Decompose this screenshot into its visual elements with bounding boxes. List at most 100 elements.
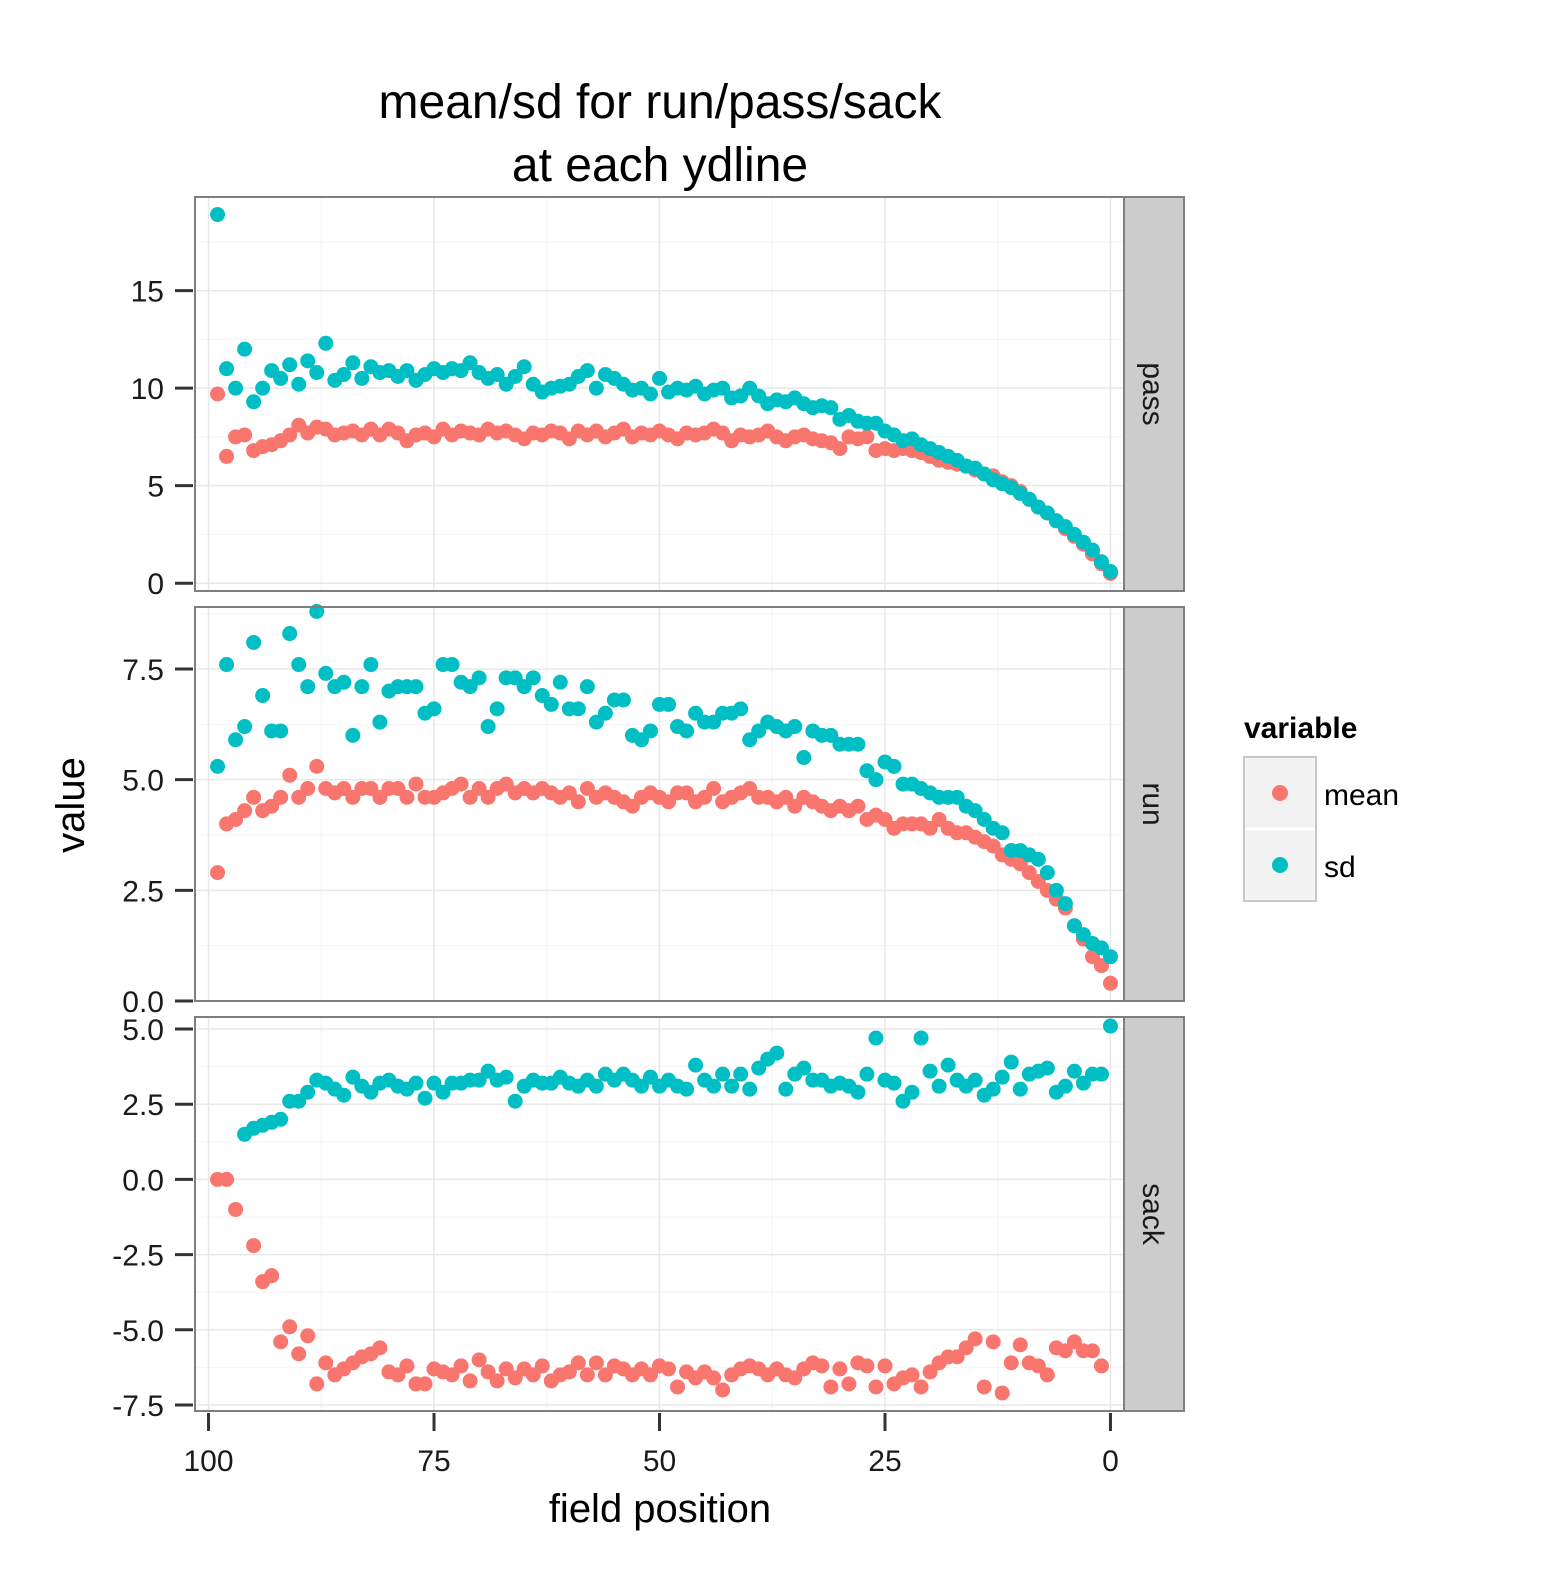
data-point-run-sd <box>345 727 361 743</box>
panel-sack: -7.5 -5.0 -2.5 0.0 2.5 5.0 sack <box>112 1014 1185 1423</box>
data-point-sack-mean <box>372 1340 388 1356</box>
data-point-pass-sd <box>309 365 325 381</box>
data-point-sack-mean <box>300 1328 316 1344</box>
data-point-pass-sd <box>345 355 361 371</box>
data-point-run-sd <box>787 719 803 735</box>
data-point-sack-mean <box>570 1355 586 1371</box>
data-point-sack-mean <box>588 1355 604 1371</box>
data-point-pass-sd <box>255 380 271 396</box>
data-point-run-sd <box>579 679 595 695</box>
strip-label-run: run <box>1136 782 1169 825</box>
data-point-pass-sd <box>1102 563 1118 579</box>
data-point-run-sd <box>354 679 370 695</box>
data-point-run-sd <box>1057 896 1073 912</box>
strip-background <box>1123 196 1185 592</box>
data-point-sack-sd <box>931 1078 947 1094</box>
data-point-run-sd <box>886 758 902 774</box>
strip-background <box>1123 1016 1185 1412</box>
data-point-sack-mean <box>994 1385 1010 1401</box>
data-point-run-mean <box>850 798 866 814</box>
data-point-pass-sd <box>1084 542 1100 558</box>
data-point-pass-mean <box>237 427 253 443</box>
data-point-sack-mean <box>291 1346 307 1362</box>
data-point-sack-sd <box>796 1060 812 1076</box>
data-point-sack-sd <box>778 1081 794 1097</box>
data-point-sack-mean <box>309 1376 325 1392</box>
data-point-sack-sd <box>868 1030 884 1046</box>
data-point-run-sd <box>300 679 316 695</box>
data-point-sack-mean <box>661 1361 677 1377</box>
data-point-sack-sd <box>913 1030 929 1046</box>
x-tick-label: 0 <box>1102 1445 1119 1478</box>
data-point-run-sd <box>471 670 487 686</box>
data-point-sack-mean <box>841 1376 857 1392</box>
data-point-pass-mean <box>859 429 875 445</box>
data-point-run-mean <box>453 776 469 792</box>
data-point-pass-sd <box>210 207 226 223</box>
data-point-run-sd <box>318 665 334 681</box>
data-point-run-mean <box>1102 975 1118 991</box>
data-point-sack-mean <box>417 1376 433 1392</box>
data-point-run-sd <box>273 723 289 739</box>
y-tick-label: -5.0 <box>112 1315 164 1348</box>
data-point-pass-sd <box>219 361 235 377</box>
data-point-run-mean <box>570 794 586 810</box>
data-point-run-sd <box>372 714 388 730</box>
data-point-pass-mean <box>219 448 235 464</box>
data-point-sack-mean <box>877 1358 893 1374</box>
data-point-sack-mean <box>985 1334 1001 1350</box>
data-point-pass-mean <box>832 441 848 457</box>
data-point-run-sd <box>796 750 812 766</box>
data-point-pass-sd <box>462 355 478 371</box>
data-point-sack-sd <box>724 1078 740 1094</box>
data-point-run-sd <box>552 674 568 690</box>
strip-label-pass: pass <box>1136 362 1169 425</box>
data-point-sack-sd <box>706 1078 722 1094</box>
data-point-run-mean <box>210 865 226 881</box>
data-point-pass-sd <box>823 400 839 416</box>
y-tick-label: 2.5 <box>122 1089 164 1122</box>
data-point-sack-sd <box>994 1069 1010 1085</box>
x-tick-label: 50 <box>643 1445 676 1478</box>
data-point-run-sd <box>219 657 235 673</box>
data-point-pass-sd <box>642 386 658 402</box>
data-point-run-sd <box>1039 865 1055 881</box>
y-tick-label: -2.5 <box>112 1240 164 1273</box>
data-point-run-mean <box>300 781 316 797</box>
x-tick-label: 75 <box>417 1445 450 1478</box>
data-point-run-sd <box>480 719 496 735</box>
facet-panels: 0 5 10 15 pass 0.0 2.5 5.0 7.5 run -7.5 -5.0 -2.5 0.0… <box>112 196 1185 1423</box>
data-point-sack-sd <box>886 1075 902 1091</box>
data-point-run-sd <box>1048 882 1064 898</box>
data-point-run-sd <box>246 634 262 650</box>
data-point-pass-sd <box>1093 554 1109 570</box>
y-tick-label: 0.0 <box>122 1164 164 1197</box>
data-point-sack-sd <box>679 1081 695 1097</box>
data-point-sack-sd <box>498 1069 514 1085</box>
data-point-sack-sd <box>715 1066 731 1082</box>
data-point-run-mean <box>273 789 289 805</box>
data-point-sack-sd <box>850 1084 866 1100</box>
data-point-sack-mean <box>670 1379 686 1395</box>
legend: variable mean sd <box>1242 712 1399 903</box>
data-point-sack-sd <box>273 1111 289 1127</box>
data-point-pass-sd <box>399 363 415 379</box>
chart-title-line-2: at each ydline <box>512 139 808 192</box>
data-point-pass-sd <box>489 366 505 382</box>
data-point-sack-mean <box>273 1334 289 1350</box>
legend-title: variable <box>1244 712 1357 745</box>
data-point-sack-mean <box>453 1358 469 1374</box>
x-axis-title: field position <box>549 1487 771 1531</box>
y-tick-label: 0.0 <box>122 986 164 1019</box>
data-point-sack-mean <box>264 1268 280 1284</box>
data-point-sack-mean <box>976 1379 992 1395</box>
data-point-sack-sd <box>940 1057 956 1073</box>
y-tick-label: 7.5 <box>122 654 164 687</box>
data-point-run-sd <box>543 696 559 712</box>
data-point-pass-sd <box>237 341 253 357</box>
data-point-run-sd <box>210 758 226 774</box>
data-point-run-sd <box>228 732 244 748</box>
y-tick-label: 0 <box>147 568 164 601</box>
data-point-run-sd <box>255 688 271 704</box>
